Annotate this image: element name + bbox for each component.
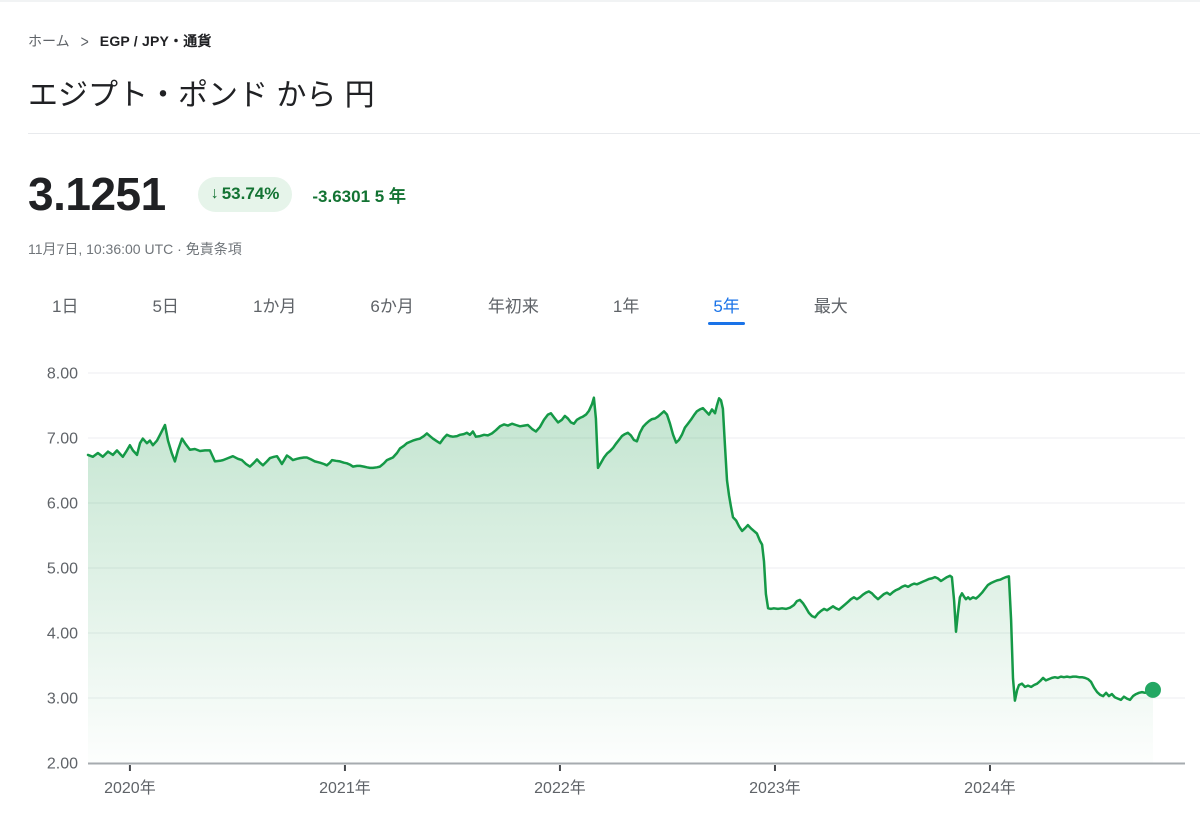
breadcrumb-home-link[interactable]: ホーム: [28, 33, 70, 49]
quote-row: 3.1251 ↓ 53.74% -3.6301 5 年: [28, 167, 406, 221]
y-axis-label: 2.00: [47, 756, 78, 773]
range-tabs: 1日 5日 1か月 6か月 年初来 1年 5年 最大: [52, 292, 848, 325]
y-axis-label: 8.00: [47, 366, 78, 383]
change-absolute: -3.6301 5 年: [312, 186, 406, 206]
breadcrumb: ホーム > EGP / JPY・通貨: [28, 31, 212, 51]
x-axis-label: 2023年: [749, 779, 801, 797]
tab-5y[interactable]: 5年: [708, 292, 746, 325]
chart-endpoint-dot: [1144, 681, 1161, 698]
quote-timestamp: 11月7日, 10:36:00 UTC · 免責条項: [28, 239, 242, 259]
x-axis-label: 2020年: [104, 779, 156, 797]
x-axis-label: 2024年: [964, 779, 1016, 797]
x-axis-label: 2022年: [534, 779, 586, 797]
tab-1d[interactable]: 1日: [52, 297, 79, 316]
tab-ytd[interactable]: 年初来: [487, 297, 539, 316]
y-axis-label: 5.00: [47, 561, 78, 578]
y-axis-label: 3.00: [47, 691, 78, 708]
timestamp-text: 11月7日, 10:36:00 UTC: [28, 241, 174, 257]
current-price: 3.1251: [28, 168, 166, 220]
tab-max[interactable]: 最大: [813, 297, 848, 316]
page-title: エジプト・ポンド から 円: [28, 79, 375, 112]
chart-line: [86, 396, 1155, 702]
x-axis-label: 2021年: [319, 779, 371, 797]
y-axis-label: 6.00: [47, 496, 78, 513]
tab-1y[interactable]: 1年: [612, 297, 640, 316]
tab-1m[interactable]: 1か月: [252, 297, 297, 316]
chart-area: [88, 397, 1153, 763]
down-arrow-icon: ↓: [210, 185, 219, 202]
y-axis-label: 4.00: [47, 626, 78, 643]
y-axis-label: 7.00: [47, 431, 78, 448]
top-divider: [0, 0, 1200, 2]
change-percent-value: 53.74%: [221, 184, 280, 203]
chevron-right-icon: >: [80, 31, 89, 51]
tab-6m[interactable]: 6か月: [370, 297, 414, 316]
price-chart[interactable]: 8.00 7.00 6.00 5.00 4.00 3.00 2.00 2020年 2021年 20…: [0, 355, 1200, 813]
change-percent-badge: ↓ 53.74%: [197, 176, 293, 212]
dot-separator: ·: [173, 241, 186, 257]
tab-5d[interactable]: 5日: [152, 297, 179, 316]
header-divider: [28, 133, 1200, 134]
disclaimer-link[interactable]: 免責条項: [185, 241, 242, 257]
breadcrumb-current: EGP / JPY・通貨: [99, 33, 212, 49]
